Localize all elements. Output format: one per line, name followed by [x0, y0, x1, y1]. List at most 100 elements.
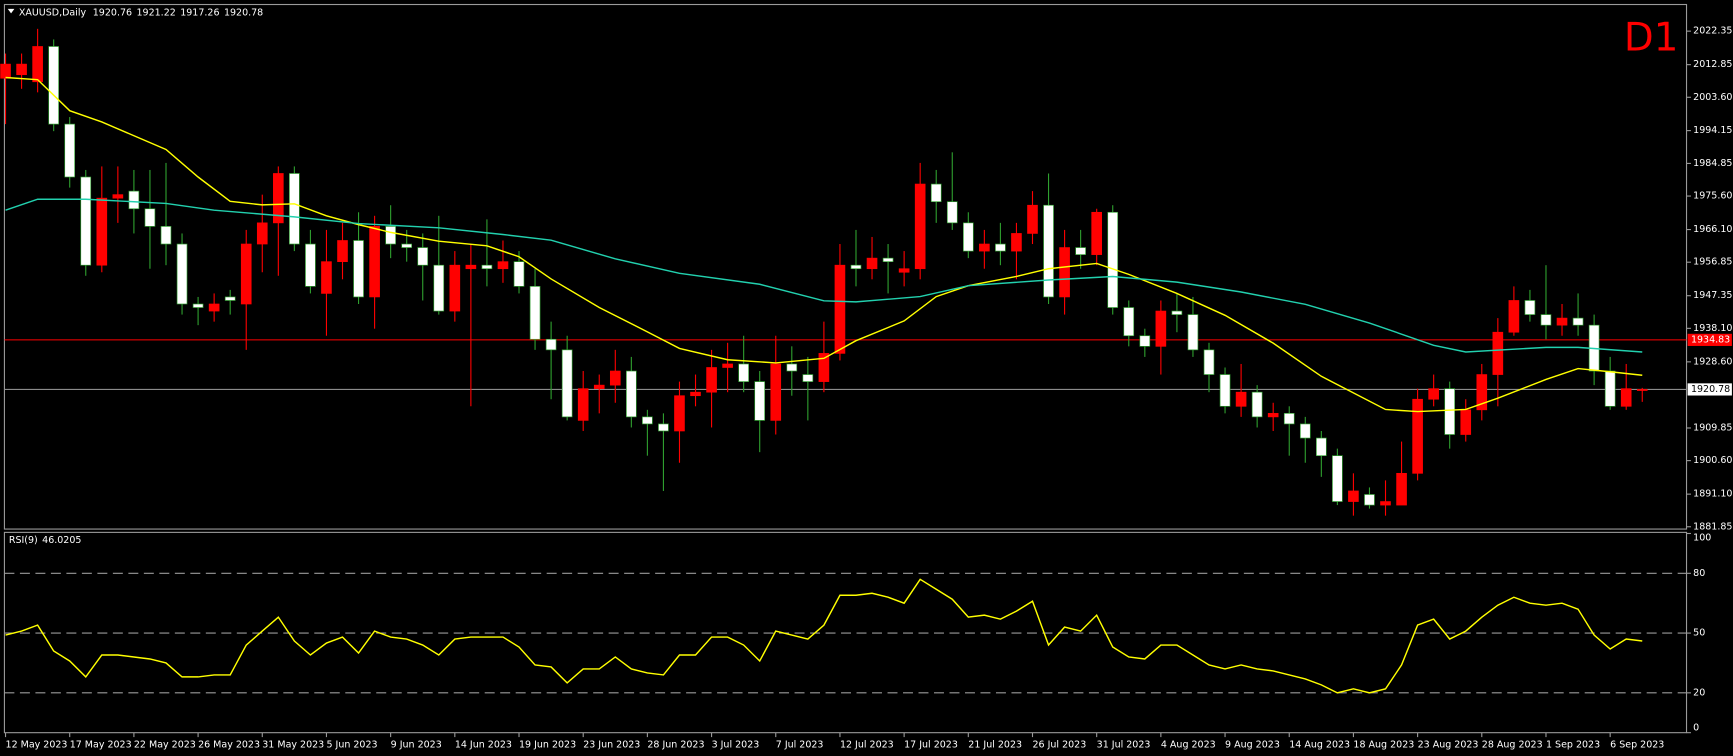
- candle-body: [1572, 317, 1584, 326]
- candle-body: [1187, 314, 1199, 351]
- candle-body: [1316, 437, 1327, 457]
- candle-body: [866, 257, 878, 270]
- candle-body: [337, 240, 348, 262]
- x-tick-label: 6 Sep 2023: [1610, 739, 1664, 750]
- rsi-header: RSI(9) 46.0205: [9, 535, 82, 546]
- candle-body: [1636, 389, 1648, 391]
- current-price-label: 1920.78: [1691, 384, 1730, 395]
- rsi-value: 46.0205: [42, 535, 81, 546]
- candle-body: [1011, 233, 1022, 252]
- candle-body: [1299, 423, 1311, 439]
- candle-body: [1219, 374, 1231, 407]
- y-tick-label: 1881.85: [1693, 521, 1732, 532]
- candle-body: [1027, 204, 1038, 234]
- rsi-title: RSI(9): [9, 535, 38, 546]
- y-tick-label: 1984.85: [1693, 158, 1732, 169]
- candle-body: [979, 243, 990, 252]
- candle-body: [930, 183, 942, 203]
- header-low: 1917.26: [180, 7, 219, 18]
- current-price-box: [1687, 383, 1732, 396]
- x-tick-label: 4 Aug 2023: [1161, 739, 1216, 750]
- x-tick-label: 23 Jun 2023: [583, 739, 640, 750]
- candle-body: [1492, 331, 1504, 375]
- candle-body: [1059, 247, 1070, 298]
- candle-body: [593, 384, 605, 389]
- x-tick-label: 22 May 2023: [134, 739, 196, 750]
- y-tick-label: 1900.60: [1693, 455, 1732, 466]
- candle-body: [1620, 388, 1632, 407]
- rsi-line: [5, 578, 1643, 694]
- candle-body: [946, 201, 958, 224]
- x-tick-label: 14 Jun 2023: [455, 739, 512, 750]
- candle-body: [802, 374, 814, 382]
- candle-body: [48, 46, 59, 125]
- candle-body: [433, 264, 445, 312]
- candle-body: [1396, 472, 1407, 506]
- x-tick-label: 21 Jul 2023: [968, 739, 1022, 750]
- header-high: 1921.22: [137, 7, 176, 18]
- candle-body: [1460, 409, 1472, 435]
- rsi-tick-label: 20: [1693, 687, 1705, 698]
- timeframe-annotation: D1: [1624, 15, 1678, 60]
- y-tick-label: 1994.15: [1693, 125, 1732, 136]
- candle-body: [112, 194, 124, 199]
- candle-body: [513, 261, 525, 287]
- level-box: [1687, 333, 1732, 346]
- rsi-tick-label: 100: [1693, 532, 1711, 543]
- candle-body: [208, 303, 220, 312]
- candle-body: [674, 395, 685, 432]
- y-tick-label: 2012.85: [1693, 59, 1732, 70]
- menu-triangle[interactable]: [7, 8, 15, 14]
- candle-body: [1428, 388, 1439, 400]
- candle-body: [561, 349, 573, 418]
- candle-body: [417, 247, 429, 266]
- candle-body: [1123, 307, 1135, 337]
- rsi-tick-label: 80: [1693, 568, 1705, 579]
- x-tick-label: 9 Aug 2023: [1225, 739, 1280, 750]
- candle-body: [818, 353, 830, 382]
- candle-body: [1235, 391, 1247, 407]
- candle-body: [192, 303, 204, 308]
- candle-body: [160, 226, 172, 245]
- candle-body: [1604, 370, 1616, 407]
- x-tick-label: 31 Jul 2023: [1097, 739, 1151, 750]
- candle-body: [995, 243, 1006, 252]
- candle-body: [1267, 413, 1279, 418]
- candle-body: [1412, 398, 1423, 474]
- candle-body: [481, 264, 493, 270]
- candle-body: [385, 226, 396, 245]
- rsi-tick-label: 50: [1693, 628, 1705, 639]
- candle-body: [1524, 300, 1536, 315]
- candle-body: [289, 173, 300, 245]
- x-tick-label: 17 Jul 2023: [904, 739, 958, 750]
- candle-body: [465, 264, 477, 270]
- candle-body: [1380, 501, 1391, 506]
- candle-body: [16, 63, 27, 76]
- y-tick-label: 1956.85: [1693, 257, 1732, 268]
- candle-body: [577, 388, 589, 421]
- candle-body: [497, 261, 509, 270]
- candle-body: [64, 123, 76, 178]
- candle-body: [850, 264, 862, 270]
- candle-body: [449, 264, 461, 312]
- x-tick-label: 14 Aug 2023: [1289, 739, 1350, 750]
- candle-body: [1171, 310, 1183, 315]
- candle-body: [658, 423, 669, 432]
- x-tick-label: 28 Aug 2023: [1482, 739, 1543, 750]
- candle-body: [834, 264, 846, 354]
- y-tick-label: 1975.60: [1693, 191, 1732, 202]
- candle-body: [706, 367, 717, 393]
- candle-body: [1540, 314, 1552, 326]
- x-tick-label: 12 Jul 2023: [840, 739, 894, 750]
- candle-body: [786, 363, 798, 372]
- candle-body: [369, 226, 380, 298]
- y-tick-label: 2003.60: [1693, 92, 1732, 103]
- x-tick-label: 7 Jul 2023: [776, 739, 824, 750]
- y-tick-label: 1909.85: [1693, 422, 1732, 433]
- candle-body: [882, 257, 894, 262]
- candle-body: [642, 416, 653, 425]
- candle-body: [1476, 374, 1488, 411]
- x-tick-label: 9 Jun 2023: [391, 739, 442, 750]
